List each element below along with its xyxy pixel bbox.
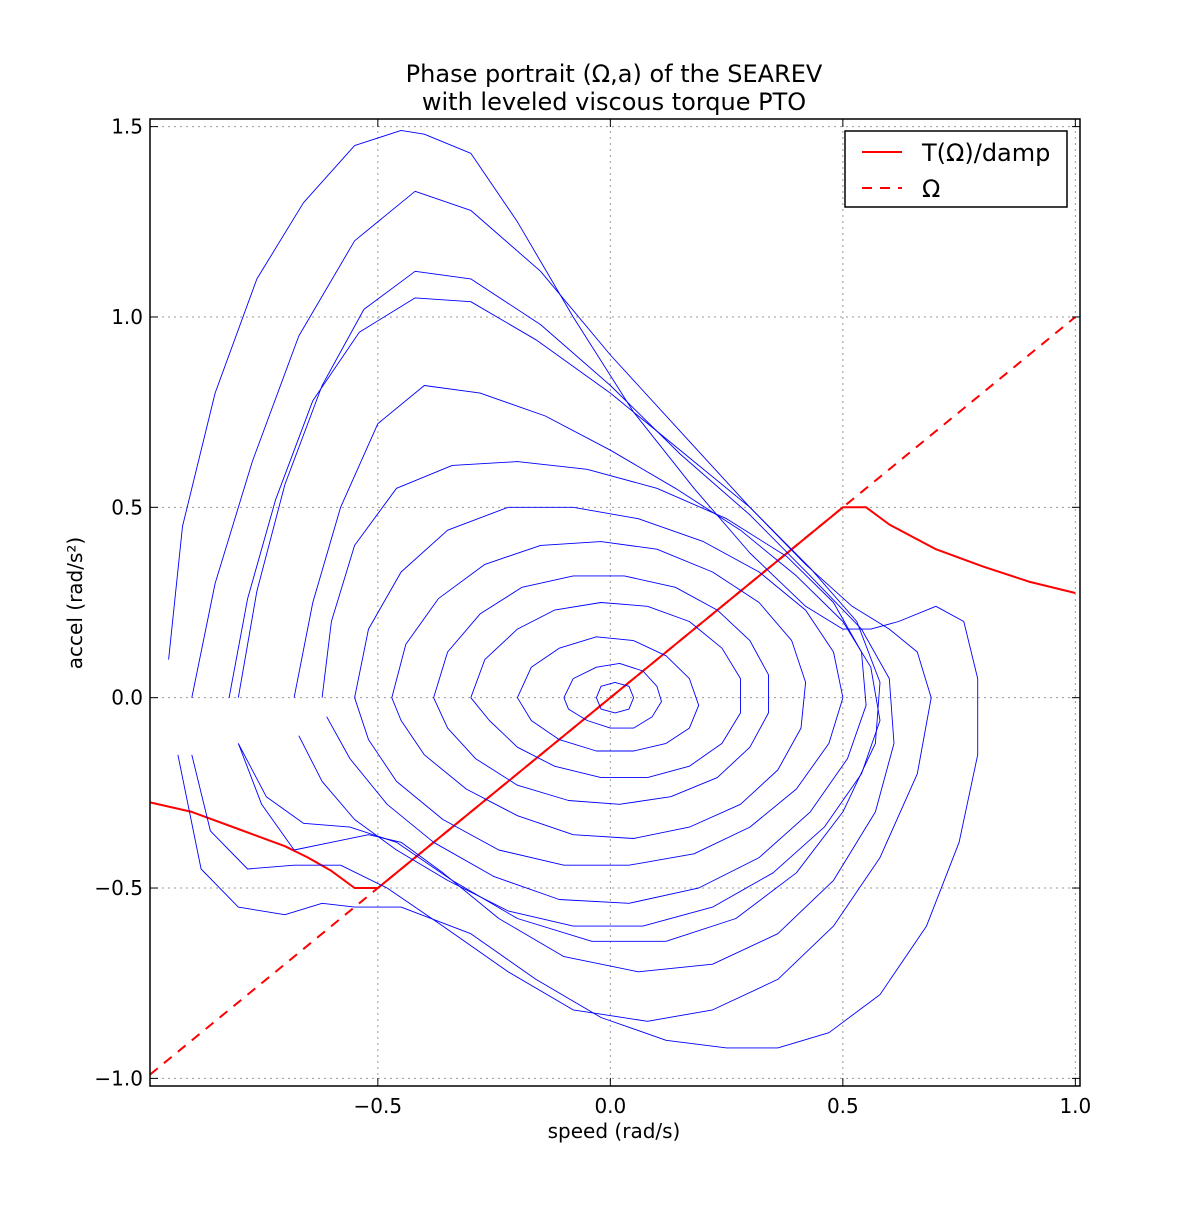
trajectory-loop — [433, 575, 769, 805]
y-tick-label: 1.5 — [111, 115, 143, 139]
x-tick-label: 0.0 — [594, 1094, 626, 1118]
trajectory-loop — [191, 190, 932, 1022]
x-tick-label: 1.0 — [1059, 1094, 1091, 1118]
legend-label-torque: T(Ω)/damp — [921, 139, 1050, 167]
trajectory-loop — [595, 681, 635, 714]
trajectory-loop — [293, 385, 881, 927]
trajectory-loop — [321, 461, 867, 904]
chart-subtitle: with leveled viscous torque PTO — [422, 88, 806, 116]
y-tick-label: −1.0 — [94, 1066, 143, 1090]
y-tick-label: 1.0 — [111, 305, 143, 329]
grid — [150, 119, 1080, 1086]
trajectory-loop — [237, 270, 895, 973]
trajectory-loop — [354, 506, 844, 866]
omega-line — [149, 316, 1076, 1076]
trajectory-loop — [563, 662, 662, 729]
trajectory-loop — [516, 636, 700, 752]
axis-ticks: −0.5 0.0 0.5 1.0 −1.0 −0.5 0.0 0.5 1.0 1.5 — [94, 115, 1091, 1118]
chart-title: Phase portrait (Ω,a) of the SEAREV — [406, 60, 823, 88]
plot-series — [149, 129, 1076, 1076]
x-tick-label: −0.5 — [354, 1094, 403, 1118]
trajectory-loop — [168, 129, 979, 1049]
trajectory-loop — [228, 297, 881, 942]
trajectory-loop — [391, 541, 807, 839]
y-axis-label: accel (rad/s²) — [63, 537, 87, 669]
legend: T(Ω)/damp Ω — [844, 130, 1068, 208]
trajectory-loop — [470, 602, 741, 779]
y-tick-label: 0.0 — [111, 686, 143, 710]
y-tick-label: 0.5 — [111, 495, 143, 519]
y-tick-label: −0.5 — [94, 876, 143, 900]
x-tick-label: 0.5 — [827, 1094, 859, 1118]
legend-box — [844, 130, 1068, 208]
legend-label-omega: Ω — [922, 175, 940, 203]
x-axis-label: speed (rad/s) — [548, 1119, 681, 1143]
plot-frame — [149, 118, 1081, 1087]
